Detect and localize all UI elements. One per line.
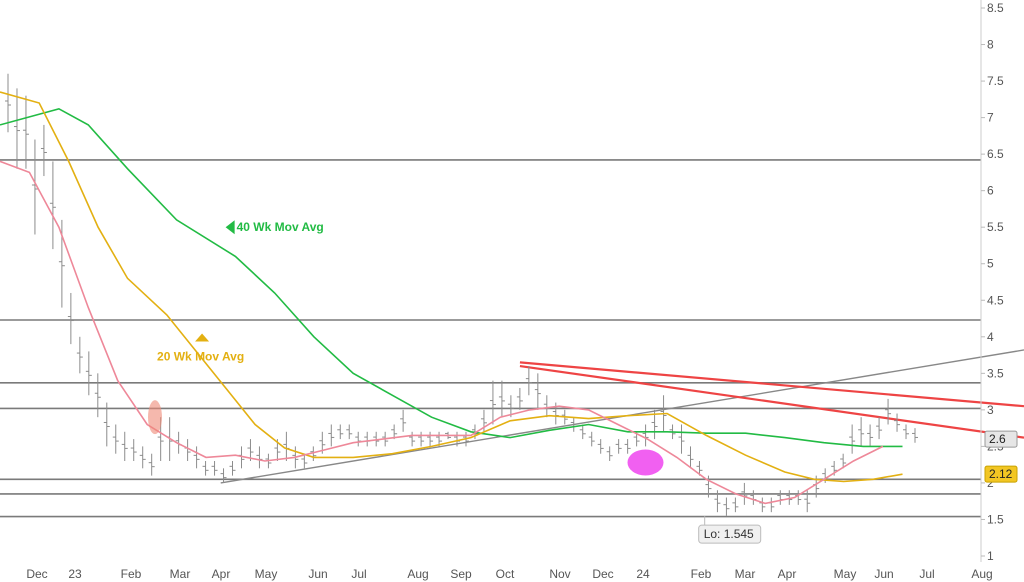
annotation-arrow-up-icon: [195, 333, 210, 342]
annotation-label: 40 Wk Mov Avg: [237, 220, 324, 234]
y-tick-label: 4.5: [987, 293, 1004, 307]
annotation-label: 20 Wk Mov Avg: [157, 350, 244, 364]
y-tick-label: 6: [987, 184, 994, 198]
x-tick-label: 23: [68, 567, 82, 581]
y-tick-label: 2: [987, 476, 994, 490]
y-tick-label: 6.5: [987, 147, 1004, 161]
x-axis: Dec 23 Feb Mar Apr May Jun Jul Aug Sep Oct Nov Dec 24…: [26, 567, 992, 581]
last-value-badge-text: 2.12: [989, 467, 1013, 481]
horizontal-lines: [0, 159, 981, 518]
x-tick-label: Oct: [496, 567, 515, 581]
series-line-2: [0, 160, 884, 505]
y-tick-label: 7: [987, 111, 994, 125]
annotation-arrow-left-icon: [225, 220, 235, 235]
x-tick-label: Dec: [592, 567, 613, 581]
y-tick-label: 8.5: [987, 1, 1004, 15]
x-tick-label: May: [834, 567, 857, 581]
x-tick-label: Jul: [919, 567, 934, 581]
x-tick-label: Feb: [691, 567, 712, 581]
highlight-markers: [147, 400, 664, 476]
x-tick-label: Apr: [212, 567, 231, 581]
y-tick-label: 4: [987, 330, 994, 344]
x-tick-label: Feb: [121, 567, 142, 581]
y-tick-label: 7.5: [987, 74, 1004, 88]
y-tick-label: 5.5: [987, 220, 1004, 234]
last-value-badge: [984, 465, 1018, 483]
y-tick-label: 5: [987, 257, 994, 271]
moving-average-series: [0, 91, 903, 505]
series-line-0: [0, 107, 903, 448]
x-tick-label: May: [255, 567, 278, 581]
x-tick-label: Aug: [407, 567, 428, 581]
y-axis: 11.522.533.544.555.566.577.588.5: [981, 1, 1004, 563]
low-value-label: Lo: 1.545: [704, 527, 754, 541]
x-tick-label: Jul: [351, 567, 366, 581]
x-tick-label: 24: [636, 567, 650, 581]
y-tick-label: 3: [987, 403, 994, 417]
annotations: 40 Wk Mov Avg 20 Wk Mov Avg Lo: 1.545: [157, 220, 762, 544]
x-tick-label: Nov: [549, 567, 570, 581]
y-tick-label: 1: [987, 549, 994, 563]
series-line-1: [0, 91, 903, 483]
x-tick-label: Aug: [971, 567, 992, 581]
price-bars: [5, 73, 918, 516]
x-tick-label: Jun: [308, 567, 327, 581]
low-value-label-box: [698, 524, 762, 544]
last-value-badges: 2.6 2.12: [984, 430, 1018, 483]
x-tick-label: Mar: [170, 567, 191, 581]
x-tick-label: Apr: [778, 567, 797, 581]
trendline-resistance-lower: [519, 364, 1024, 439]
last-value-badge: [984, 430, 1018, 448]
x-tick-label: Jun: [874, 567, 893, 581]
trendline-resistance-upper: [519, 361, 1024, 408]
last-value-badge-text: 2.6: [989, 432, 1006, 446]
y-tick-label: 8: [987, 38, 994, 52]
highlight-marker: [147, 400, 162, 435]
y-tick-label: 3.5: [987, 366, 1004, 380]
x-tick-label: Sep: [450, 567, 472, 581]
highlight-marker: [627, 449, 664, 476]
x-tick-label: Dec: [26, 567, 47, 581]
y-tick-label: 1.5: [987, 512, 1004, 526]
x-tick-label: Mar: [735, 567, 756, 581]
